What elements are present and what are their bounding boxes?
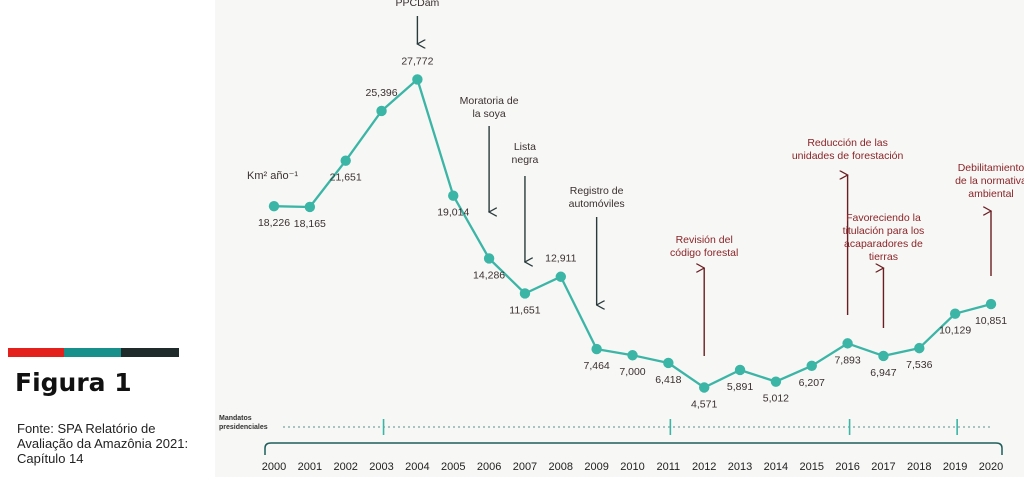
data-label-2014: 5,012 bbox=[763, 393, 789, 405]
annotation-text-2016-1: unidades de forestación bbox=[792, 150, 904, 162]
data-point-2009 bbox=[591, 343, 602, 355]
annotation-text-2004-0: PPCDam bbox=[396, 0, 440, 9]
x-axis: 2000 2001 2002 2003 2004 2005 2006 2007 2008 2009… bbox=[262, 442, 1003, 473]
data-label-2019: 10,129 bbox=[939, 325, 971, 337]
x-tick-2011: 2011 bbox=[657, 461, 681, 473]
data-label-2000: 18,226 bbox=[258, 217, 290, 229]
data-point-2018 bbox=[914, 342, 925, 354]
x-tick-2008: 2008 bbox=[549, 461, 573, 473]
terms-label-1: presidenciales bbox=[219, 424, 268, 431]
data-label-2015: 6,207 bbox=[799, 377, 825, 389]
y-unit-label: Km² año⁻¹ bbox=[247, 170, 298, 182]
x-tick-2007: 2007 bbox=[513, 461, 537, 473]
data-point-2003 bbox=[376, 105, 387, 117]
data-label-2001: 18,165 bbox=[294, 218, 326, 230]
annotation-text-2017-3: tierras bbox=[869, 251, 898, 263]
deforestation-chart: Km² año⁻¹ PPCDam Moratoria de la soya Lista… bbox=[215, 0, 1024, 477]
data-point-2002 bbox=[340, 155, 351, 166]
x-tick-2013: 2013 bbox=[728, 461, 752, 473]
data-point-2013 bbox=[734, 364, 746, 376]
data-label-2010: 7,000 bbox=[619, 366, 645, 378]
data-label-2012: 4,571 bbox=[691, 399, 717, 411]
data-points bbox=[268, 74, 997, 393]
data-label-2007: 11,651 bbox=[509, 304, 540, 316]
x-tick-2016: 2016 bbox=[835, 461, 859, 473]
annotation-text-2007-0: Lista bbox=[514, 141, 536, 153]
data-point-2017 bbox=[878, 350, 889, 362]
data-point-2020 bbox=[985, 298, 997, 310]
presidential-terms: Mandatos presidenciales bbox=[219, 415, 993, 435]
annotation-text-2020-2: ambiental bbox=[968, 188, 1014, 200]
data-label-2016: 7,893 bbox=[834, 354, 860, 366]
annotation-text-2009-1: automóviles bbox=[569, 198, 625, 210]
annotation-text-2006-1: la soya bbox=[472, 108, 505, 120]
annotation-text-2012-0: Revisión del bbox=[676, 234, 733, 246]
data-point-2012 bbox=[699, 382, 710, 393]
x-tick-2001: 2001 bbox=[298, 461, 322, 473]
data-point-2001 bbox=[304, 201, 316, 213]
x-tick-2014: 2014 bbox=[764, 461, 788, 473]
annotation-text-2017-0: Favoreciendo la bbox=[846, 212, 921, 224]
data-point-2011 bbox=[663, 357, 674, 369]
data-point-2007 bbox=[519, 288, 531, 299]
data-label-2005: 19,014 bbox=[437, 207, 469, 219]
data-point-2019 bbox=[949, 308, 961, 319]
data-point-2008 bbox=[555, 271, 566, 282]
annotation-text-2012-1: código forestal bbox=[670, 247, 738, 259]
data-label-2009: 7,464 bbox=[584, 360, 610, 372]
x-tick-2020: 2020 bbox=[979, 461, 1003, 473]
x-tick-2019: 2019 bbox=[943, 461, 967, 473]
data-point-2010 bbox=[627, 350, 638, 361]
terms-label-0: Mandatos bbox=[219, 415, 252, 422]
x-tick-2004: 2004 bbox=[405, 461, 429, 473]
color-stripe-dark bbox=[121, 348, 179, 357]
annotation-text-2009-0: Registro de bbox=[570, 185, 624, 197]
annotation-text-2017-2: acaparadores de bbox=[844, 238, 923, 250]
data-label-2018: 7,536 bbox=[906, 359, 932, 371]
data-label-2020: 10,851 bbox=[975, 315, 1007, 327]
x-tick-2002: 2002 bbox=[333, 461, 357, 473]
data-label-2003: 25,396 bbox=[365, 87, 397, 99]
data-label-2008: 12,911 bbox=[545, 253, 576, 265]
x-tick-2003: 2003 bbox=[369, 461, 393, 473]
x-tick-2000: 2000 bbox=[262, 461, 286, 473]
annotation-text-2020-1: de la normativa bbox=[955, 175, 1024, 187]
x-tick-2006: 2006 bbox=[477, 461, 501, 473]
data-point-2005 bbox=[448, 190, 459, 201]
x-tick-2009: 2009 bbox=[584, 461, 608, 473]
data-point-2015 bbox=[806, 360, 817, 371]
x-tick-2015: 2015 bbox=[800, 461, 824, 473]
data-point-2000 bbox=[268, 200, 280, 212]
x-tick-2018: 2018 bbox=[907, 461, 931, 473]
data-label-2013: 5,891 bbox=[727, 381, 753, 393]
data-point-2004 bbox=[412, 74, 423, 85]
data-label-2011: 6,418 bbox=[655, 374, 681, 386]
annotation-text-2017-1: titulación para los bbox=[843, 225, 925, 237]
data-label-2004: 27,772 bbox=[401, 55, 433, 67]
data-point-2016 bbox=[842, 338, 853, 349]
x-tick-2012: 2012 bbox=[692, 461, 716, 473]
annotation-text-2006-0: Moratoria de bbox=[460, 95, 519, 107]
x-tick-2010: 2010 bbox=[620, 461, 644, 473]
annotation-text-2020-0: Debilitamiento bbox=[958, 162, 1024, 174]
data-labels: 18,226 18,165 21,651 25,396 27,772 19,014 14,2… bbox=[258, 55, 1007, 410]
data-point-2014 bbox=[770, 376, 782, 387]
annotation-text-2007-1: negra bbox=[512, 154, 539, 166]
annotation-text-2016-0: Reducción de las bbox=[807, 137, 888, 149]
color-stripe-red bbox=[8, 348, 64, 357]
data-label-2002: 21,651 bbox=[330, 172, 362, 184]
figure-source: Fonte: SPA Relatório de Avaliação da Ama… bbox=[17, 421, 189, 466]
x-tick-2005: 2005 bbox=[441, 461, 465, 473]
data-label-2006: 14,286 bbox=[473, 269, 505, 281]
figure-caption-panel: Figura 1 Fonte: SPA Relatório de Avaliaç… bbox=[0, 0, 215, 477]
figure-title: Figura 1 bbox=[15, 368, 132, 397]
data-point-2006 bbox=[483, 253, 495, 264]
data-label-2017: 6,947 bbox=[870, 367, 896, 379]
x-axis-bracket bbox=[264, 442, 1003, 455]
color-stripe-teal bbox=[64, 348, 121, 357]
x-tick-2017: 2017 bbox=[871, 461, 895, 473]
